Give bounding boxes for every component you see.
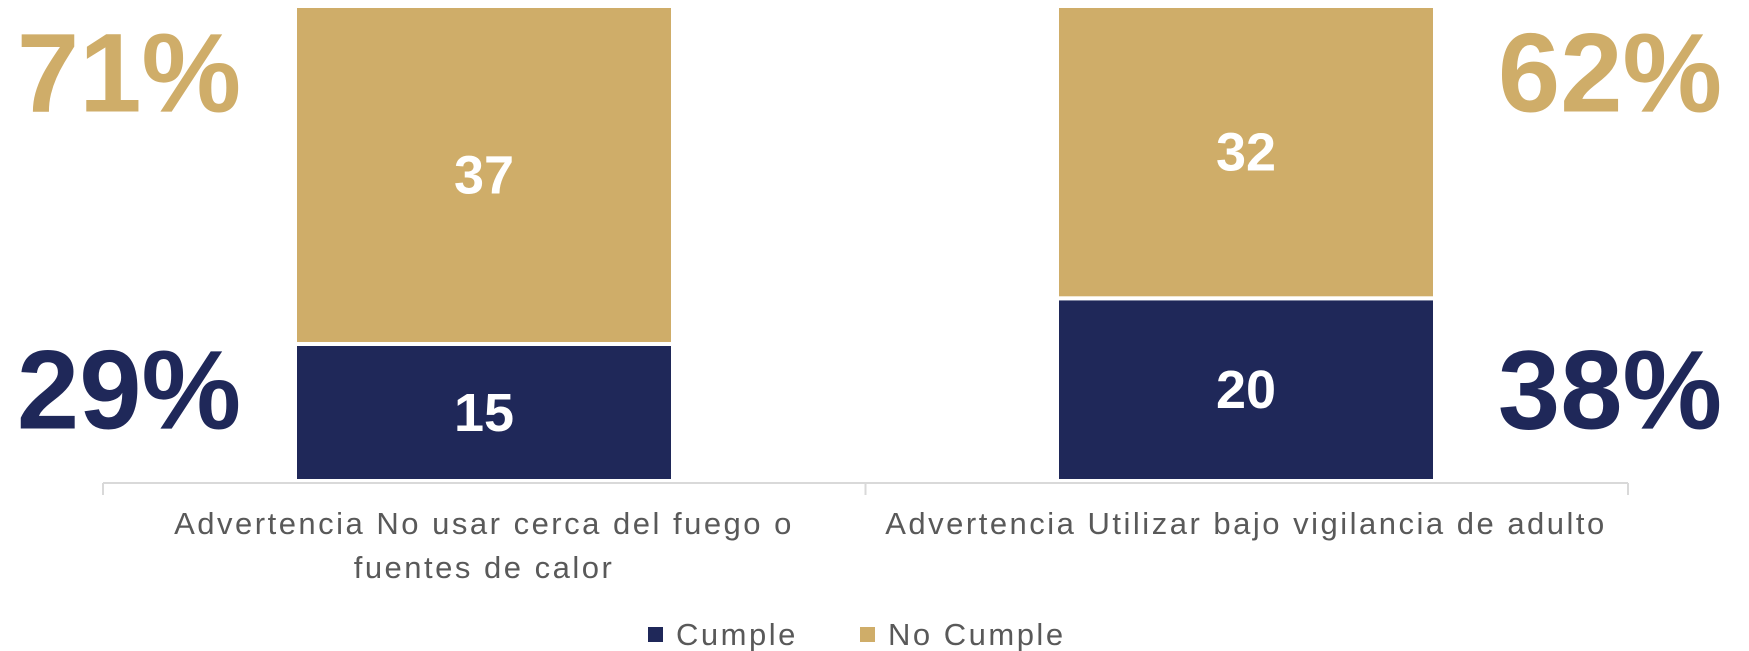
bar-segment	[293, 341, 675, 483]
data-label: 37	[454, 145, 514, 205]
percent-label: 29%	[17, 328, 241, 453]
bar-segment	[1055, 296, 1437, 483]
data-label: 20	[1216, 360, 1276, 420]
legend-label: Cumple	[676, 617, 798, 651]
data-label: 32	[1216, 122, 1276, 182]
legend-swatch	[860, 627, 875, 642]
legend-swatch	[648, 627, 663, 642]
data-label: 15	[454, 383, 514, 443]
legend-label: No Cumple	[888, 617, 1066, 651]
percent-label: 62%	[1498, 11, 1722, 136]
bar-segment	[1055, 4, 1437, 301]
percent-label: 38%	[1498, 328, 1722, 453]
x-tick-label: Advertencia No usar cerca del fuego o fu…	[174, 506, 794, 585]
bar-segment	[293, 4, 675, 346]
percent-label: 71%	[17, 11, 241, 136]
x-tick-label: Advertencia Utilizar bajo vigilancia de …	[885, 506, 1607, 541]
